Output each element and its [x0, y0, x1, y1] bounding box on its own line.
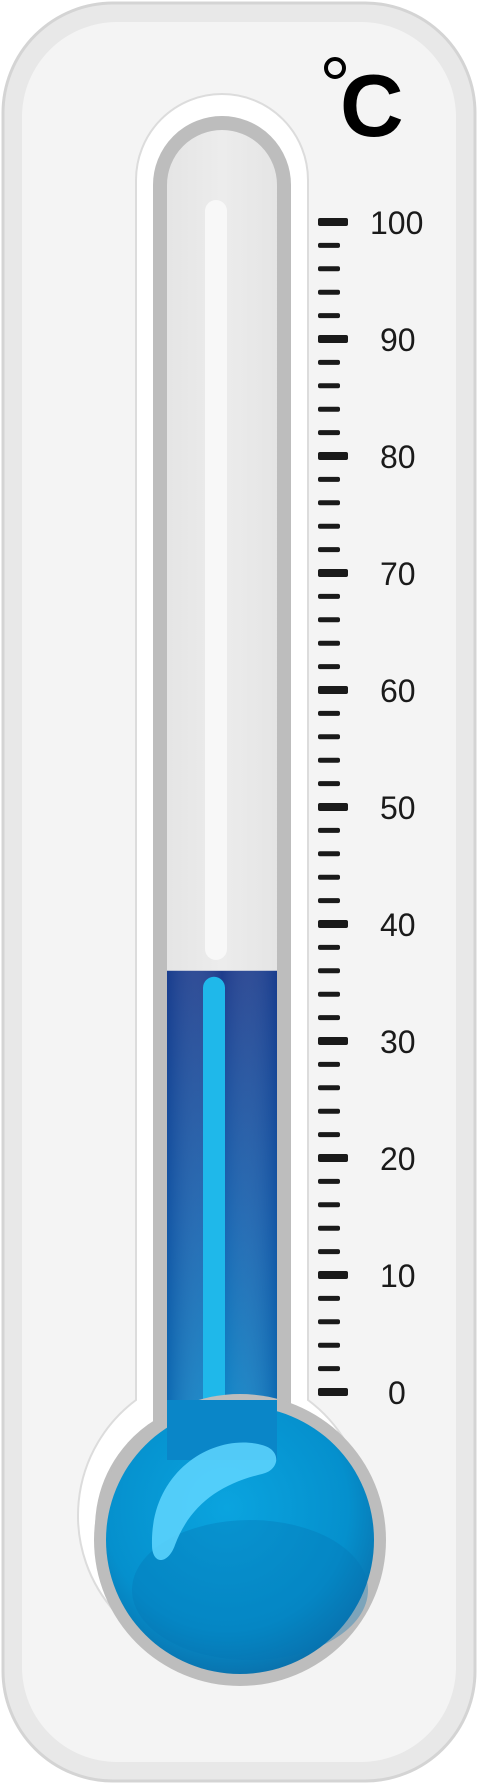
minor-tick [318, 1366, 340, 1372]
minor-tick [318, 1202, 340, 1208]
major-tick [318, 1271, 348, 1279]
minor-tick [318, 617, 340, 623]
minor-tick [318, 1249, 340, 1255]
minor-tick [318, 359, 340, 365]
bulb-liquid [106, 1406, 374, 1674]
tick-label: 30 [380, 1024, 416, 1060]
minor-tick [318, 1085, 340, 1091]
minor-tick [318, 1015, 340, 1021]
tick-label: 100 [370, 205, 423, 241]
minor-tick [318, 242, 340, 248]
scale: 0 10 20 30 40 50 60 70 80 90 100 [318, 205, 423, 1411]
minor-tick [318, 313, 340, 319]
minor-tick [318, 710, 340, 716]
tick-label: 20 [380, 1141, 416, 1177]
minor-tick [318, 383, 340, 389]
minor-tick [318, 781, 340, 787]
minor-tick [318, 1225, 340, 1231]
tick-label: 90 [380, 322, 416, 358]
minor-tick [318, 734, 340, 740]
major-tick [318, 803, 348, 811]
minor-tick [318, 593, 340, 599]
minor-tick [318, 851, 340, 857]
major-tick [318, 1154, 348, 1162]
minor-tick [318, 874, 340, 880]
tick-label: 80 [380, 439, 416, 475]
minor-tick [318, 1132, 340, 1138]
minor-tick [318, 476, 340, 482]
major-tick [318, 1388, 348, 1396]
major-tick [318, 920, 348, 928]
degree-icon [324, 57, 346, 79]
minor-tick [318, 430, 340, 436]
tick-label: 50 [380, 790, 416, 826]
minor-tick [318, 944, 340, 950]
minor-tick [318, 664, 340, 670]
minor-tick [318, 898, 340, 904]
minor-tick [318, 991, 340, 997]
minor-tick [318, 406, 340, 412]
major-tick [318, 452, 348, 460]
major-tick [318, 686, 348, 694]
minor-tick [318, 1295, 340, 1301]
minor-tick [318, 500, 340, 506]
minor-tick [318, 757, 340, 763]
tick-label: 70 [380, 556, 416, 592]
tick-label: 60 [380, 673, 416, 709]
tick-label: 40 [380, 907, 416, 943]
minor-tick [318, 266, 340, 272]
minor-tick [318, 640, 340, 646]
unit-label: C [340, 56, 404, 155]
minor-tick [318, 289, 340, 295]
tick-label: 0 [388, 1375, 406, 1411]
bulb-highlight [151, 1442, 277, 1560]
tick-label: 10 [380, 1258, 416, 1294]
minor-tick [318, 523, 340, 529]
major-tick [318, 1037, 348, 1045]
major-tick [318, 218, 348, 226]
minor-tick [318, 1061, 340, 1067]
minor-tick [318, 1319, 340, 1325]
unit-symbol: C [324, 56, 404, 155]
minor-tick [318, 827, 340, 833]
tube-highlight [205, 200, 227, 960]
liquid-highlight [203, 976, 225, 1416]
minor-tick [318, 1178, 340, 1184]
minor-tick [318, 547, 340, 553]
minor-tick [318, 968, 340, 974]
bulb-shadow [132, 1520, 368, 1660]
minor-tick [318, 1342, 340, 1348]
minor-tick [318, 1108, 340, 1114]
major-tick [318, 335, 348, 343]
major-tick [318, 569, 348, 577]
